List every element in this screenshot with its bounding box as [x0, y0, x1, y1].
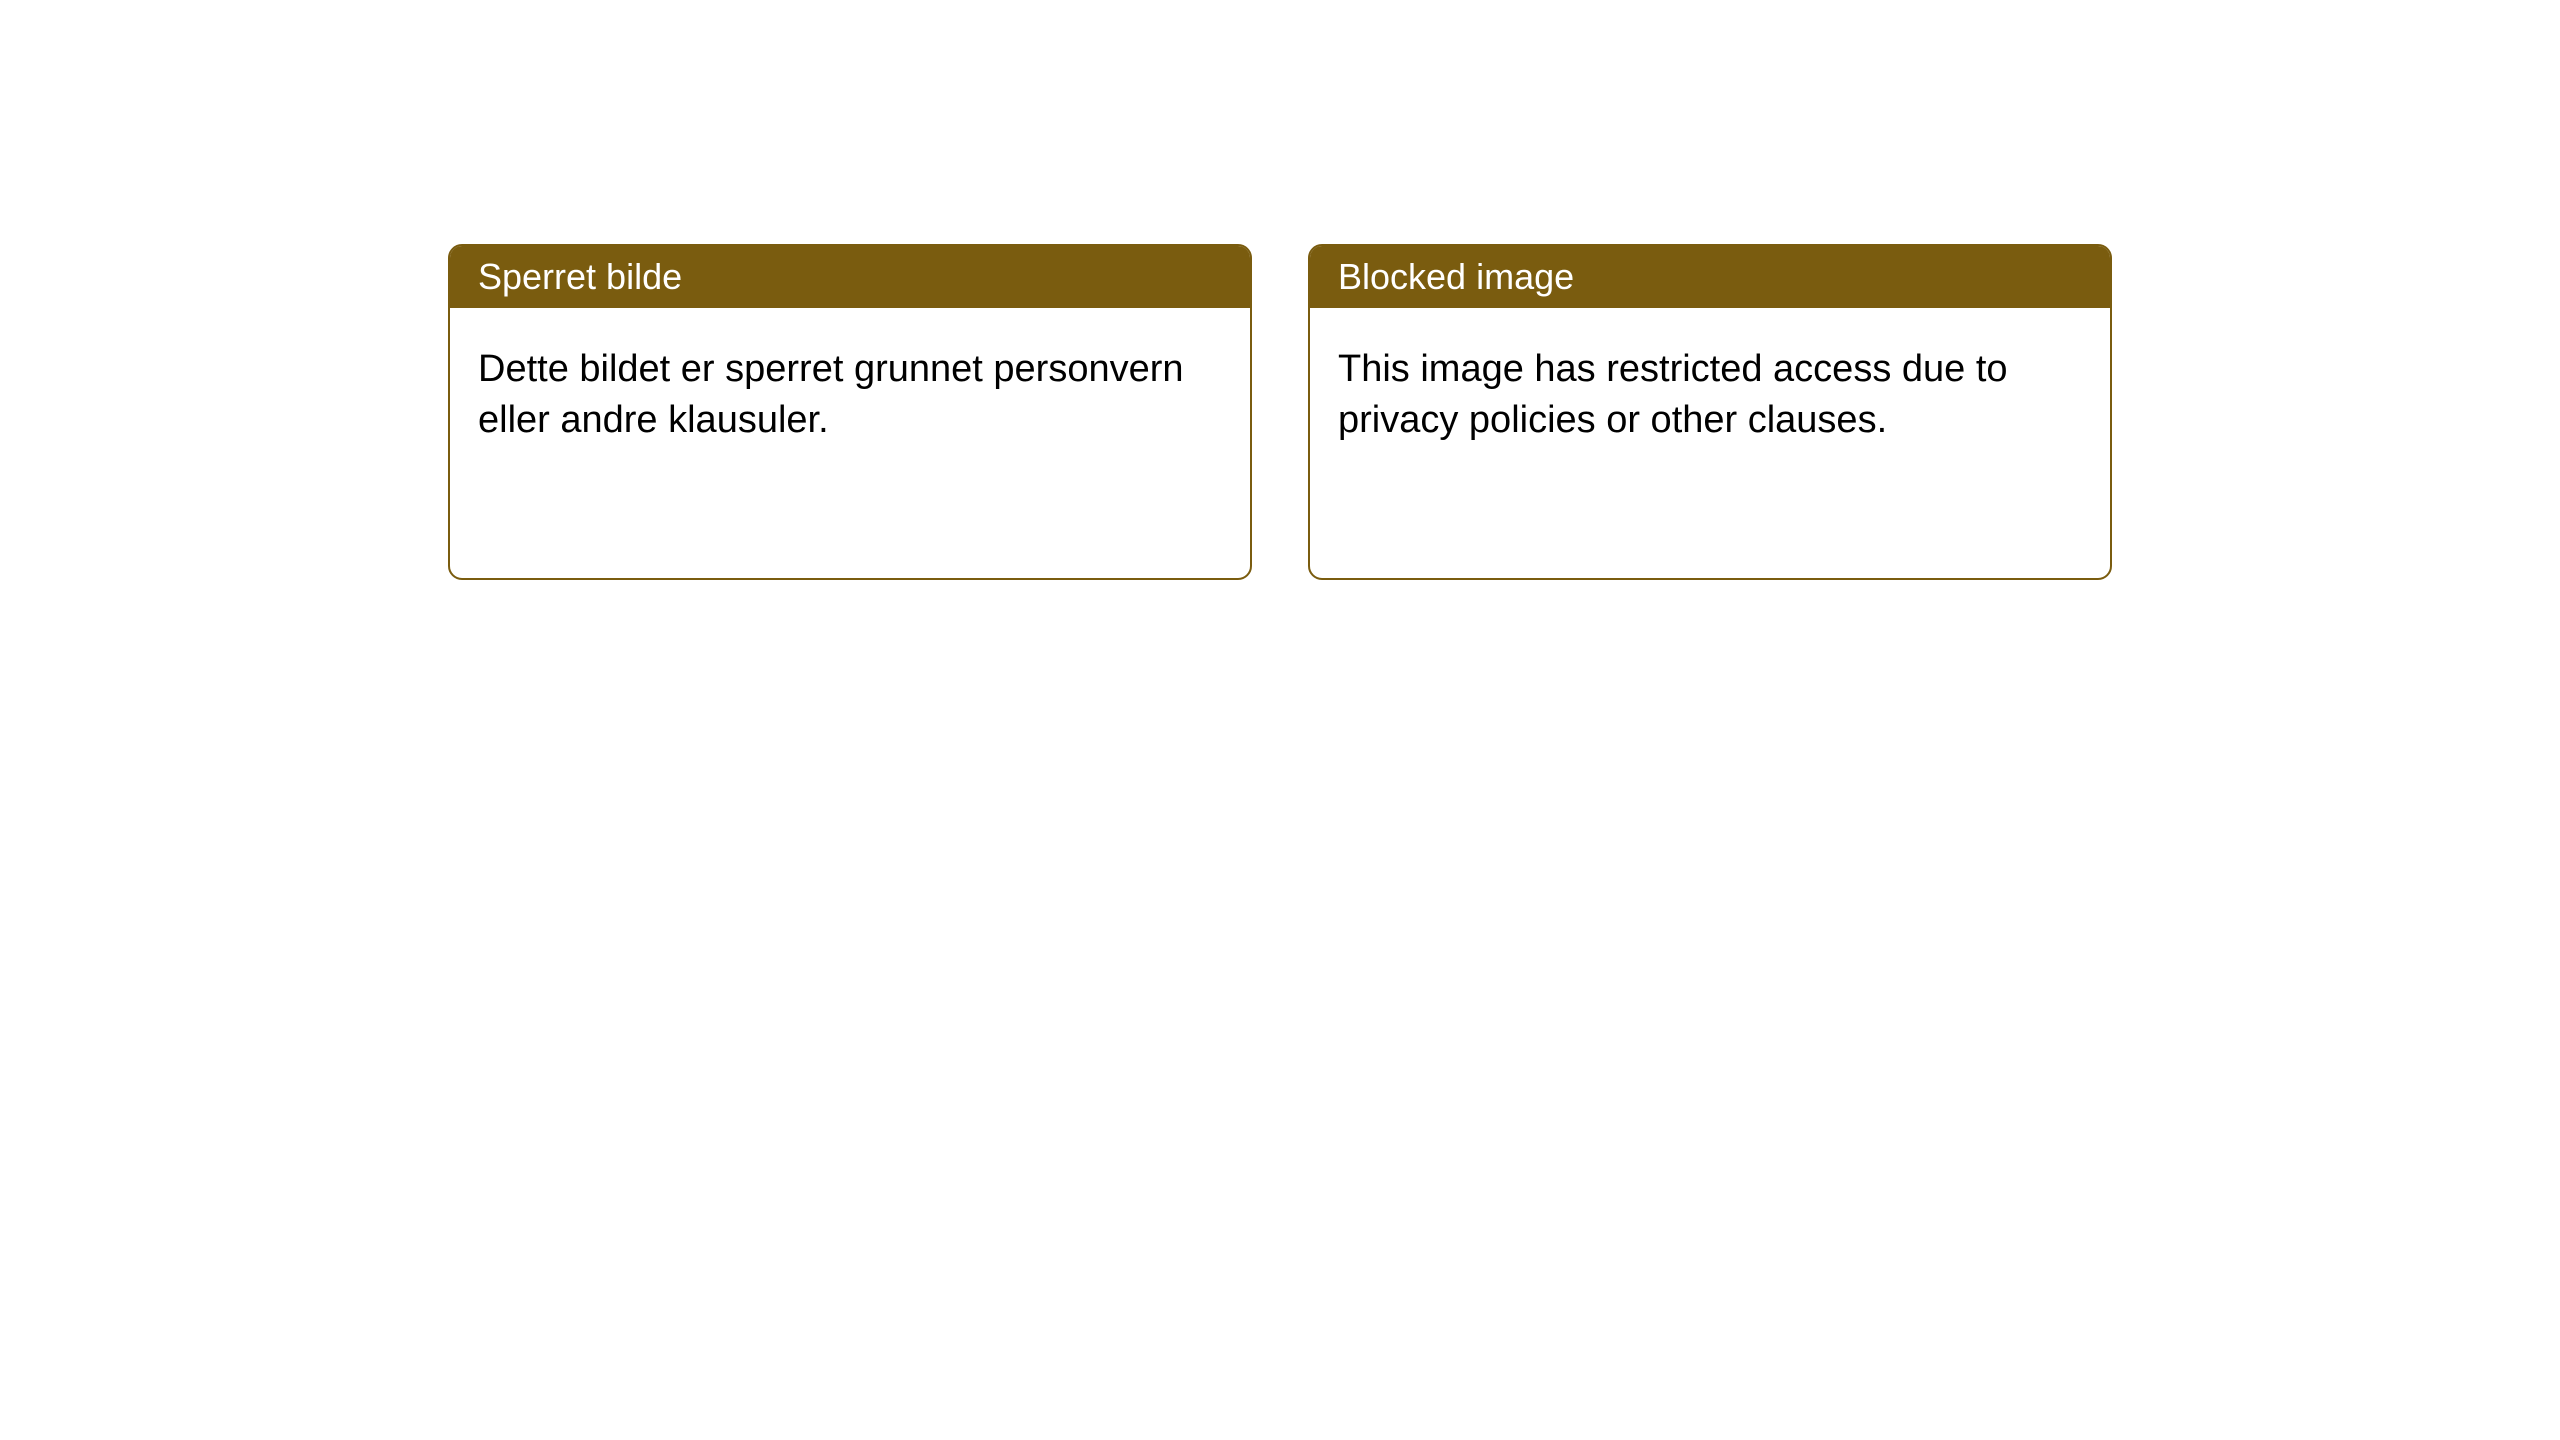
card-header-en: Blocked image: [1310, 246, 2110, 308]
card-body-en: This image has restricted access due to …: [1310, 308, 2110, 578]
card-header-no: Sperret bilde: [450, 246, 1250, 308]
blocked-image-card-en: Blocked image This image has restricted …: [1308, 244, 2112, 580]
card-body-no: Dette bildet er sperret grunnet personve…: [450, 308, 1250, 578]
blocked-image-card-no: Sperret bilde Dette bildet er sperret gr…: [448, 244, 1252, 580]
notice-container: Sperret bilde Dette bildet er sperret gr…: [0, 0, 2560, 580]
